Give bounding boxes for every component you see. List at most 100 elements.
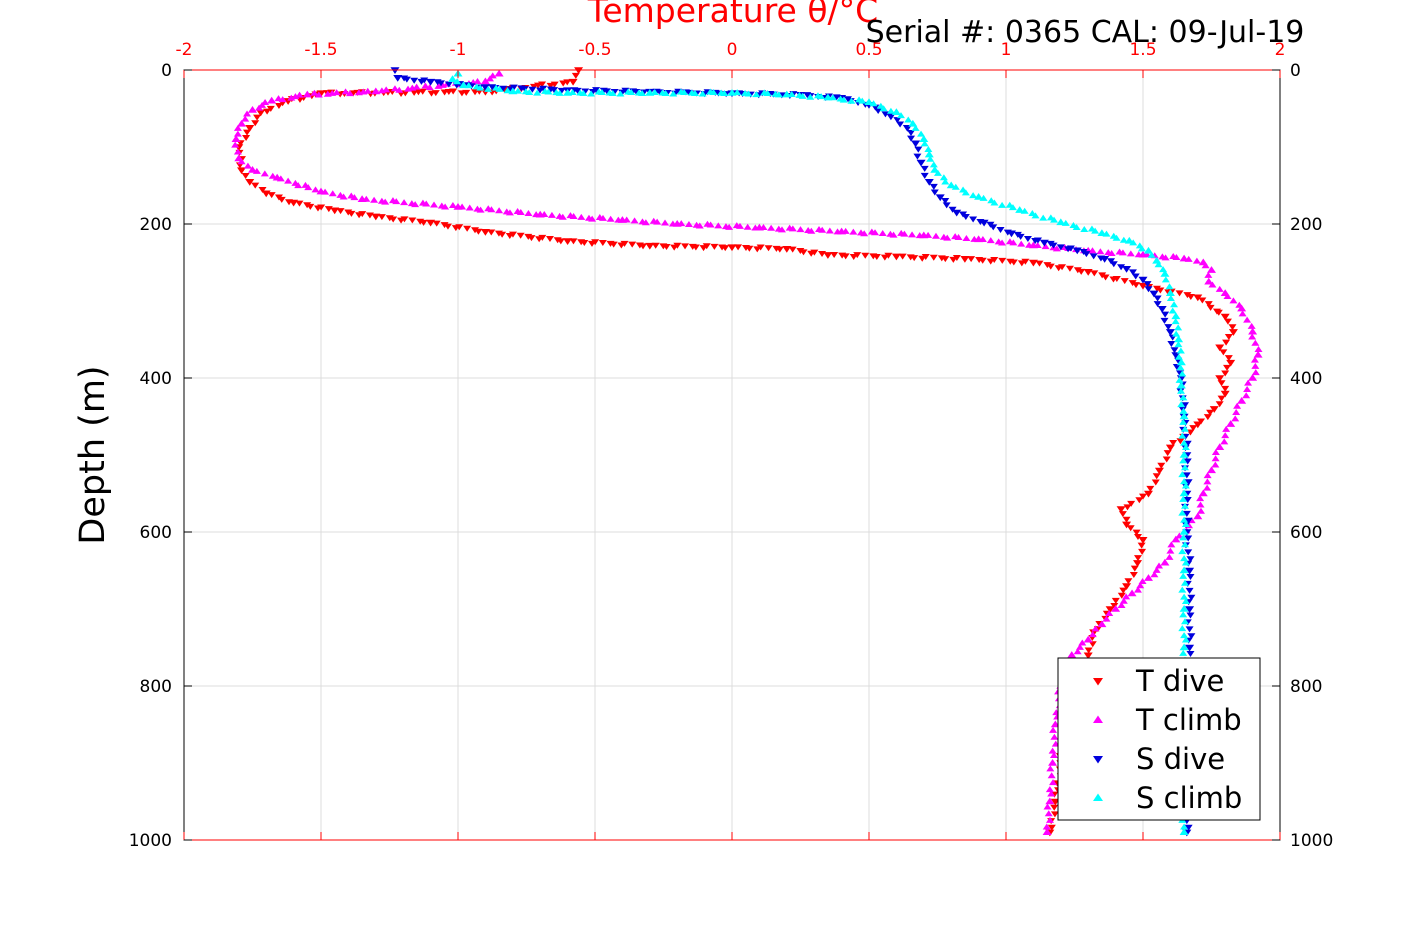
legend-label: T dive: [1135, 664, 1224, 698]
data-point: [1215, 285, 1224, 292]
data-point: [1244, 379, 1253, 386]
data-point: [1179, 407, 1188, 414]
data-point: [569, 212, 578, 219]
data-point: [1031, 212, 1040, 219]
data-point: [645, 242, 655, 250]
data-point: [495, 85, 504, 92]
data-point: [1221, 370, 1230, 377]
data-point: [1050, 733, 1059, 740]
data-point: [1176, 381, 1186, 389]
data-point: [1119, 587, 1128, 594]
data-point: [1197, 418, 1206, 425]
data-point: [1133, 560, 1143, 567]
data-point: [598, 214, 607, 221]
data-point: [274, 103, 283, 110]
data-point: [484, 85, 493, 92]
data-point: [900, 230, 909, 237]
data-point: [1050, 216, 1059, 223]
data-point: [602, 88, 611, 95]
data-point: [1198, 489, 1208, 497]
data-point: [891, 108, 901, 116]
data-point: [1166, 547, 1175, 554]
data-point: [314, 91, 323, 98]
data-point: [411, 201, 420, 208]
data-point: [1043, 262, 1052, 269]
data-point: [287, 94, 296, 101]
data-point: [1056, 244, 1065, 251]
data-point: [252, 167, 261, 174]
data-point: [1186, 556, 1195, 563]
data-point: [1006, 230, 1016, 238]
data-point: [580, 240, 589, 247]
data-point: [1183, 458, 1192, 465]
data-point: [480, 77, 490, 85]
data-point: [295, 200, 304, 207]
data-point: [410, 77, 419, 84]
data-point: [841, 253, 850, 260]
data-point: [1215, 344, 1225, 352]
data-point: [1248, 373, 1258, 381]
data-point: [1138, 548, 1147, 555]
data-point: [1075, 643, 1084, 650]
data-point: [1161, 276, 1170, 283]
data-point: [455, 224, 464, 231]
data-point: [277, 196, 286, 203]
data-point: [881, 111, 890, 118]
data-point: [540, 211, 549, 218]
data-point: [458, 81, 468, 89]
data-point: [1021, 258, 1030, 265]
data-point: [931, 232, 940, 239]
data-point: [476, 84, 485, 91]
data-point: [1044, 810, 1053, 817]
data-point: [706, 221, 715, 228]
data-point: [294, 182, 303, 189]
x-tick-label: 1: [1001, 40, 1012, 60]
data-point: [1172, 364, 1181, 371]
data-point: [709, 89, 718, 95]
data-point: [1129, 571, 1138, 578]
y-tick-label-right: 200: [1290, 215, 1322, 235]
data-point: [1187, 594, 1196, 601]
data-point: [237, 167, 247, 175]
data-point: [304, 184, 313, 191]
data-point: [1215, 443, 1225, 450]
data-point: [669, 90, 678, 97]
data-point: [861, 252, 870, 259]
data-point: [1047, 790, 1056, 797]
legend-box: [1057, 657, 1261, 821]
data-point: [550, 87, 559, 94]
data-point: [1193, 294, 1203, 302]
data-point: [302, 90, 312, 98]
data-point: [1035, 260, 1044, 267]
data-point: [788, 225, 797, 232]
data-point: [1238, 310, 1247, 317]
data-point: [1184, 549, 1193, 556]
data-point: [1100, 255, 1110, 263]
data-point: [1008, 204, 1017, 211]
y-tick-label-right: 1000: [1290, 831, 1333, 851]
data-point: [911, 124, 920, 131]
data-point: [1232, 409, 1241, 416]
data-point: [255, 104, 264, 111]
data-point: [1072, 247, 1082, 255]
data-point: [872, 254, 881, 261]
data-point: [1052, 245, 1061, 252]
data-point: [525, 88, 534, 95]
data-point: [1170, 347, 1179, 354]
y-tick-label-right: 400: [1290, 369, 1322, 389]
data-point: [1192, 257, 1201, 264]
data-point: [1138, 537, 1148, 544]
data-point: [471, 227, 480, 234]
data-point: [1186, 612, 1195, 619]
legend-marker-s-climb: [1093, 793, 1103, 801]
data-point: [310, 89, 319, 96]
data-point: [1242, 392, 1251, 399]
data-point: [1009, 239, 1018, 246]
data-point: [1127, 500, 1136, 507]
data-point: [444, 81, 453, 88]
data-point: [911, 140, 921, 148]
data-point: [1180, 593, 1189, 600]
data-point: [474, 228, 483, 235]
data-point: [1207, 266, 1216, 273]
data-point: [253, 114, 262, 121]
